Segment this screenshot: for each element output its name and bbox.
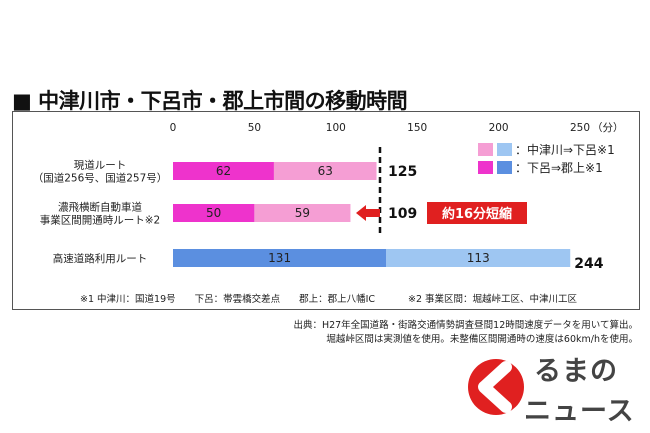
bar-segment bbox=[173, 162, 274, 180]
x-tick-label: 250 bbox=[570, 122, 590, 134]
bar-value-label: 50 bbox=[206, 206, 221, 220]
legend-label: ：中津川⇒下呂※1 bbox=[515, 142, 615, 157]
x-tick-label: 50 bbox=[248, 122, 261, 134]
chart-frame bbox=[12, 111, 640, 310]
reduction-callout-text: 約16分短縮 bbox=[442, 206, 512, 222]
bar-segment bbox=[173, 249, 387, 267]
x-tick-label: 0 bbox=[170, 122, 177, 134]
source-line-1: 出典：H27年全国道路・街路交通情勢調査昼間12時間速度データを用いて算出。 bbox=[293, 320, 638, 331]
reduction-callout-box bbox=[427, 202, 527, 224]
reduction-arrow-icon bbox=[356, 205, 380, 221]
bar-segment bbox=[254, 204, 351, 222]
bar-value-label: 113 bbox=[467, 251, 490, 265]
source-line-2: 堀越峠区間は実測値を使用。未整備区間開通時の速度は60km/hを使用。 bbox=[326, 334, 638, 345]
bar-value-label: 131 bbox=[268, 251, 291, 265]
legend-label: ：下呂⇒郡上※1 bbox=[515, 161, 603, 175]
bar-total-label: 125 bbox=[388, 164, 417, 180]
category-label: 高速道路利用ルート bbox=[53, 252, 148, 265]
bar-value-label: 63 bbox=[318, 164, 333, 178]
bar-total-label: 244 bbox=[574, 256, 603, 272]
legend-swatch-highway bbox=[497, 161, 512, 174]
bar-segment bbox=[273, 162, 377, 180]
x-tick-label: 100 bbox=[326, 122, 346, 134]
category-label: 濃飛横断自動車道事業区間開通時ルート※2 bbox=[40, 201, 160, 227]
legend-swatch-route bbox=[478, 161, 493, 174]
logo-text-line2: ニュース bbox=[524, 396, 635, 427]
x-unit-label: （分） bbox=[592, 122, 624, 134]
page-title: ■ 中津川市・下呂市・郡上市間の移動時間 bbox=[12, 89, 408, 113]
bar-segment bbox=[386, 249, 571, 267]
category-label: 現道ルート（国道256号、国道257号） bbox=[33, 159, 168, 185]
footnote-1: ※1 中津川：国道19号 下呂：帯雲橋交差点 郡上：郡上八幡IC bbox=[80, 294, 376, 305]
bar-segment bbox=[173, 204, 255, 222]
footnote-2: ※2 事業区間：堀越峠工区、中津川工区 bbox=[408, 294, 578, 305]
logo-mark-icon bbox=[468, 359, 524, 415]
x-tick-label: 150 bbox=[407, 122, 427, 134]
legend-swatch-highway bbox=[497, 143, 512, 156]
bar-value-label: 62 bbox=[216, 164, 231, 178]
bar-total-label: 109 bbox=[388, 206, 417, 222]
kuruma-news-logo: るまの ニュース bbox=[462, 345, 648, 431]
legend-swatch-route bbox=[478, 143, 493, 156]
bar-value-label: 59 bbox=[295, 206, 310, 220]
logo-text-line1: るまの bbox=[534, 356, 618, 387]
x-tick-label: 200 bbox=[489, 122, 509, 134]
